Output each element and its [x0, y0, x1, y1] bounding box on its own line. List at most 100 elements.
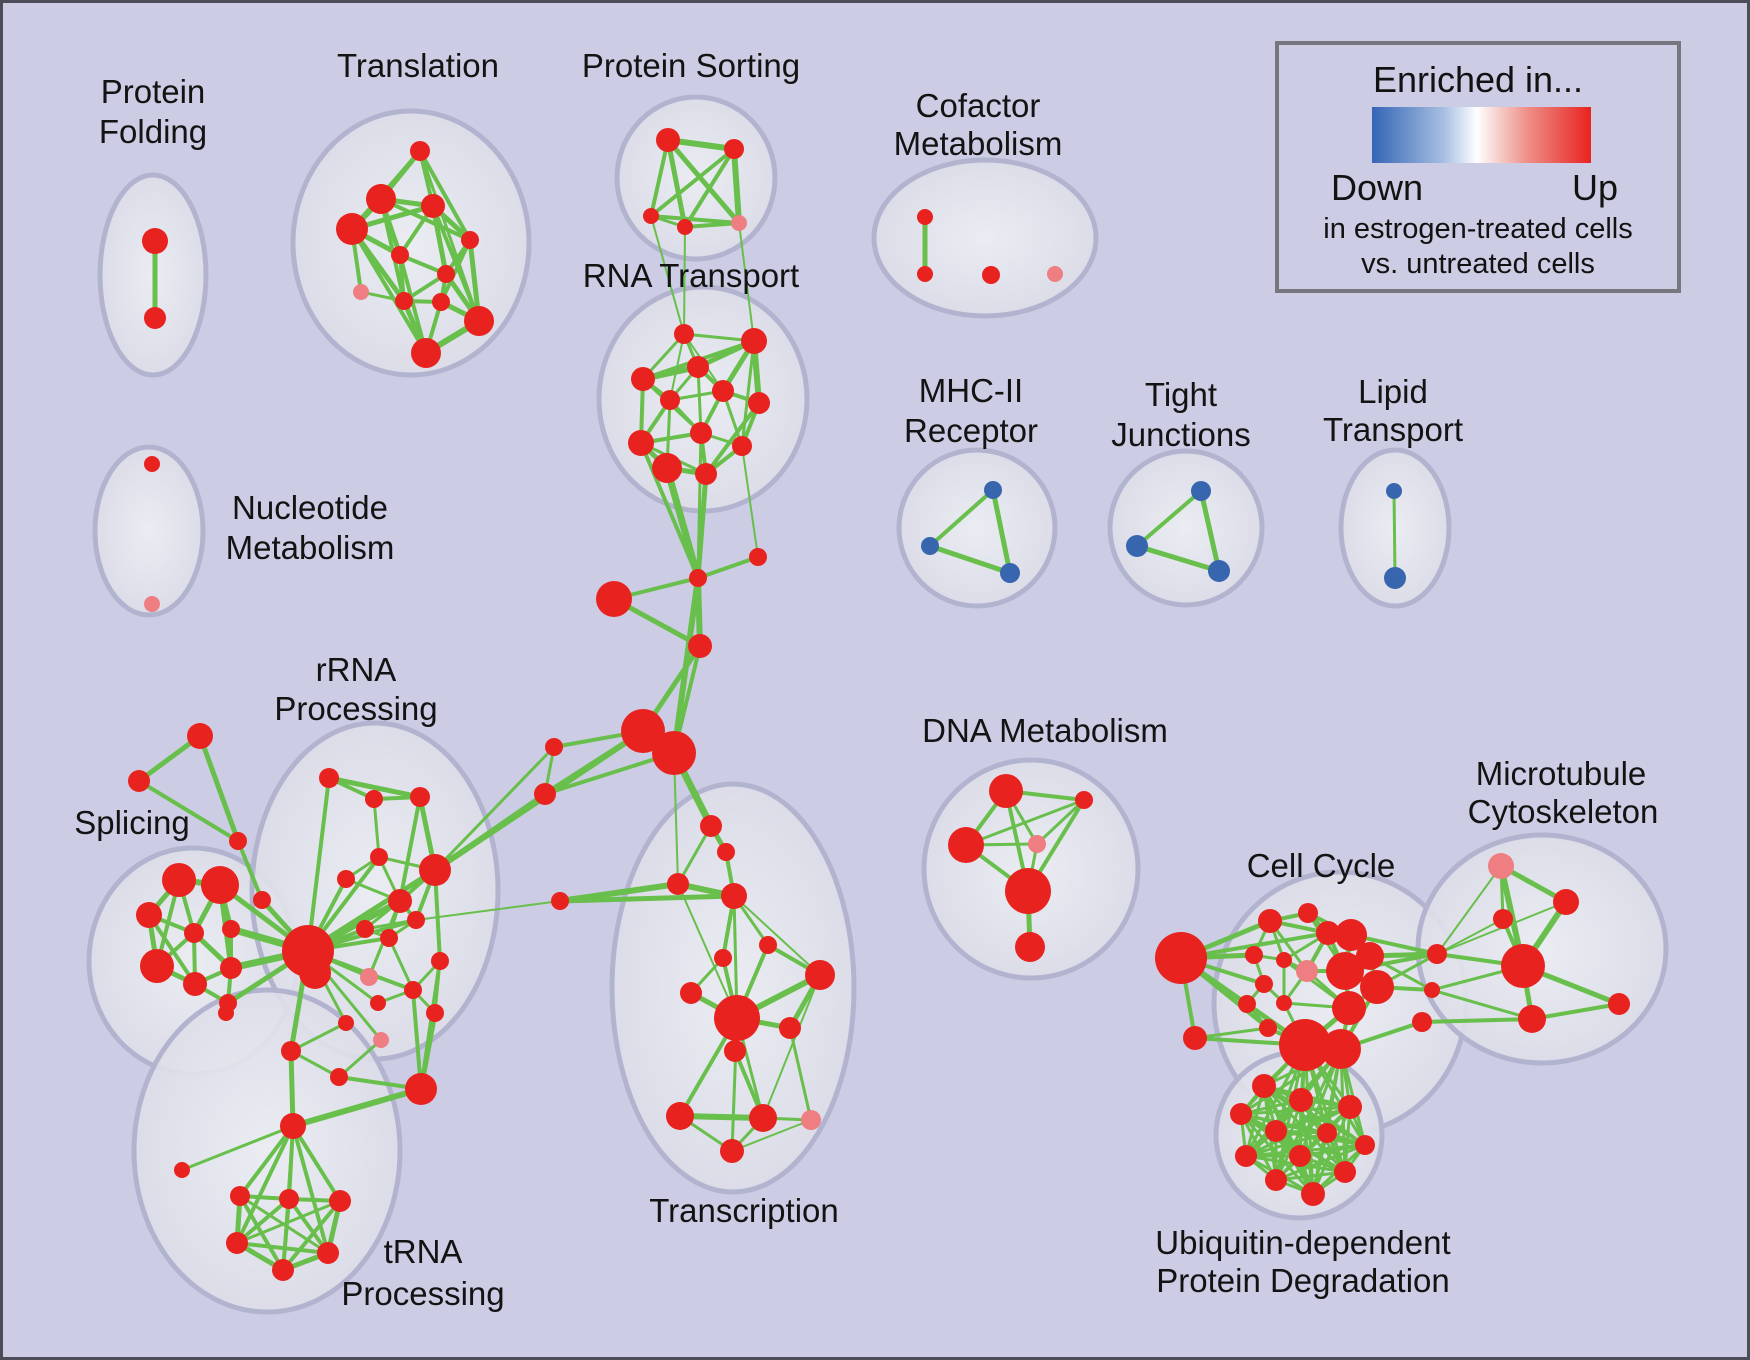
gene-set-node-u11	[1334, 1161, 1356, 1183]
gene-set-node-q17	[426, 1004, 444, 1022]
edge-d2-d4	[1035, 798, 1086, 846]
edge-ps1-ps4	[665, 137, 688, 230]
legend-caption-line2: vs. untreated cells	[1361, 248, 1595, 280]
edge-u10-u11	[1274, 1170, 1347, 1182]
gene-set-node-cc8	[1255, 975, 1273, 993]
gene-set-node-x1	[187, 723, 213, 749]
edge-ps4-r1	[683, 226, 686, 335]
edge-h2-h6	[281, 1197, 291, 1272]
edge-k3-mt5	[1420, 1017, 1534, 1024]
gene-set-node-x2	[128, 770, 150, 792]
cluster-label-0: Protein	[101, 73, 206, 110]
gene-set-node-c1	[689, 569, 707, 587]
gene-set-node-tr9	[714, 995, 760, 1041]
gene-set-node-t11	[464, 306, 494, 336]
edge-tr15-tr14	[731, 1119, 812, 1152]
gene-set-node-q5	[410, 787, 430, 807]
edge-cc17-u12	[1311, 1047, 1343, 1196]
gene-set-node-c7	[545, 738, 563, 756]
gene-set-node-u2	[1289, 1088, 1313, 1112]
cluster-label-8: Metabolism	[226, 529, 395, 566]
gene-set-node-q15	[338, 1015, 354, 1031]
cluster-label-11: Tight	[1145, 376, 1217, 413]
edge-h4-h5	[235, 1241, 330, 1255]
gene-set-node-tr11	[724, 1040, 746, 1062]
gene-set-node-tr12	[666, 1102, 694, 1130]
edge-tn1-h5	[291, 1124, 330, 1255]
edge-t1-t5	[418, 149, 472, 242]
edge-sp3-sp8	[147, 913, 197, 986]
edge-r7-r12	[704, 401, 761, 476]
gene-set-node-q6	[370, 848, 388, 866]
gene-set-node-q2	[319, 768, 339, 788]
gene-set-node-k3	[1412, 1012, 1432, 1032]
gene-set-node-ps5	[731, 215, 747, 231]
gene-set-node-pf2	[144, 307, 166, 329]
gene-set-node-tl	[174, 1162, 190, 1178]
gene-set-node-t12	[411, 338, 441, 368]
cluster-label-25: Ubiquitin-dependent	[1155, 1224, 1450, 1261]
edge-lp1-lp2	[1392, 489, 1397, 580]
edge-tn1-tb	[290, 1086, 424, 1129]
gene-set-node-q10	[380, 929, 398, 947]
gene-set-node-sp7	[220, 957, 242, 979]
gene-set-node-r11	[652, 453, 682, 483]
legend-box: Enriched in... Down Up in estrogen-treat…	[1275, 41, 1681, 293]
edge-ps2-ps4	[683, 147, 736, 229]
cluster-label-18: tRNA	[384, 1233, 463, 1270]
gene-set-node-h3	[329, 1190, 351, 1212]
gene-set-node-cc13	[1360, 970, 1394, 1004]
cluster-label-19: Processing	[341, 1275, 504, 1312]
cluster-label-12: Junctions	[1111, 416, 1250, 453]
gene-set-node-tj2	[1126, 535, 1148, 557]
gene-set-node-sp6	[140, 949, 174, 983]
gene-set-node-r4	[631, 367, 655, 391]
gene-set-node-pf1	[142, 228, 168, 254]
edge-r11-c1	[663, 464, 702, 582]
gene-set-node-r9	[628, 430, 654, 456]
edge-r3-r8	[696, 365, 703, 435]
edge-h3-h4	[235, 1199, 342, 1245]
gene-set-node-u8	[1235, 1145, 1257, 1167]
legend-title: Enriched in...	[1372, 59, 1584, 100]
gene-set-node-c6	[652, 731, 696, 775]
edge-q2-q5	[326, 775, 423, 800]
gene-set-node-h1	[230, 1186, 250, 1206]
gene-set-node-t1	[410, 141, 430, 161]
cluster-ellipse-microtubule-cytoskeleton	[1415, 832, 1669, 1066]
gene-set-node-mt4	[1501, 944, 1545, 988]
gene-set-node-cc3	[1316, 921, 1340, 945]
gene-set-node-m2	[921, 537, 939, 555]
gene-set-node-cc12	[1356, 942, 1384, 970]
gene-set-node-mt6	[1608, 993, 1630, 1015]
gene-set-node-r2	[741, 328, 767, 354]
gene-set-node-tn0	[281, 1041, 301, 1061]
gene-set-node-q7	[337, 870, 355, 888]
cluster-label-17: Splicing	[74, 804, 190, 841]
cluster-label-1: Folding	[99, 113, 207, 150]
gene-set-node-cc2	[1298, 903, 1318, 923]
gene-set-node-t4	[336, 213, 368, 245]
gene-set-node-sp10	[218, 1005, 234, 1021]
gene-set-node-u5	[1265, 1120, 1287, 1142]
legend-down-label: Down	[1330, 167, 1424, 208]
edge-d2-d3	[964, 798, 1086, 847]
gene-set-node-cc17	[1321, 1029, 1361, 1069]
gene-set-node-sp3	[136, 902, 162, 928]
edge-q2-q1	[306, 776, 331, 953]
gene-set-node-c2	[749, 548, 767, 566]
gene-set-node-sp4	[184, 923, 204, 943]
gene-set-node-t7	[437, 265, 455, 283]
gene-set-node-u7	[1355, 1135, 1375, 1155]
edge-ps4-ps5	[683, 221, 741, 229]
gene-set-node-r5	[712, 380, 734, 402]
gene-set-node-tr7	[805, 960, 835, 990]
gene-set-node-tr1	[700, 815, 722, 837]
gene-set-node-cc7	[1296, 960, 1318, 982]
gene-set-node-u10	[1265, 1169, 1287, 1191]
gene-set-node-cf4	[1047, 266, 1063, 282]
cluster-ellipse-nucleotide-metabolism	[92, 444, 206, 618]
gene-set-node-r10	[732, 436, 752, 456]
gene-set-node-mt1	[1488, 853, 1514, 879]
